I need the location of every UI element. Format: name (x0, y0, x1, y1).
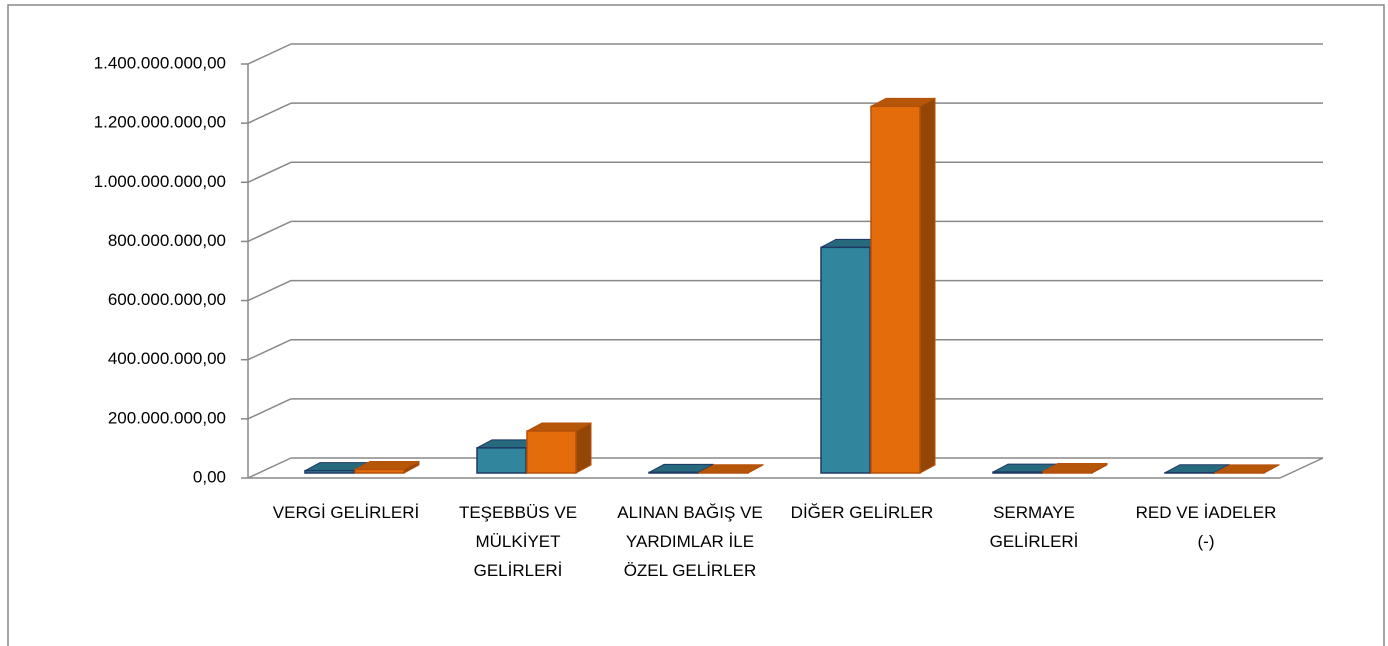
bar (526, 430, 577, 474)
grid-line-side (247, 457, 292, 479)
x-tick-label: VERGİ GELİRLERİ (272, 503, 420, 522)
bar (870, 105, 921, 474)
x-tick-label: TEŞEBBÜS VE MÜLKİYET GELİRLERİ (458, 503, 578, 580)
y-tick-label: 1.400.000.000,00 (94, 53, 226, 72)
chart-frame (7, 4, 1385, 646)
bar (820, 246, 871, 474)
grid-line-side (247, 339, 292, 361)
y-tick-label: 600.000.000,00 (108, 290, 226, 309)
x-tick-label: ALINAN BAĞIŞ VE YARDIMLAR İLE ÖZEL GELİR… (617, 503, 763, 580)
x-tick-label: SERMAYE GELİRLERİ (989, 503, 1079, 551)
grid-line-side (247, 43, 292, 65)
y-tick-label: 0,00 (193, 467, 226, 486)
y-tick-label: 200.000.000,00 (108, 408, 226, 427)
y-tick-label: 800.000.000,00 (108, 231, 226, 250)
bar (304, 469, 355, 474)
bar-side (919, 97, 936, 474)
grid-line-side (247, 161, 292, 183)
bar (992, 471, 1043, 474)
bar (476, 447, 527, 474)
y-tick-label: 1.000.000.000,00 (94, 172, 226, 191)
grid-line-side (247, 220, 292, 243)
bar (354, 468, 405, 474)
bar (648, 471, 699, 474)
bar (1042, 470, 1093, 474)
x-tick-label: RED VE İADELER (-) (1135, 503, 1277, 551)
y-tick-label: 400.000.000,00 (108, 349, 226, 368)
bar-side (575, 422, 592, 474)
y-tick-label: 1.200.000.000,00 (94, 113, 226, 132)
grid-line-side (247, 279, 292, 302)
floor-right (1279, 457, 1324, 479)
grid-line-side (247, 102, 292, 124)
x-tick-label: DİĞER GELİRLER (790, 503, 934, 522)
grid-line-side (247, 398, 292, 420)
